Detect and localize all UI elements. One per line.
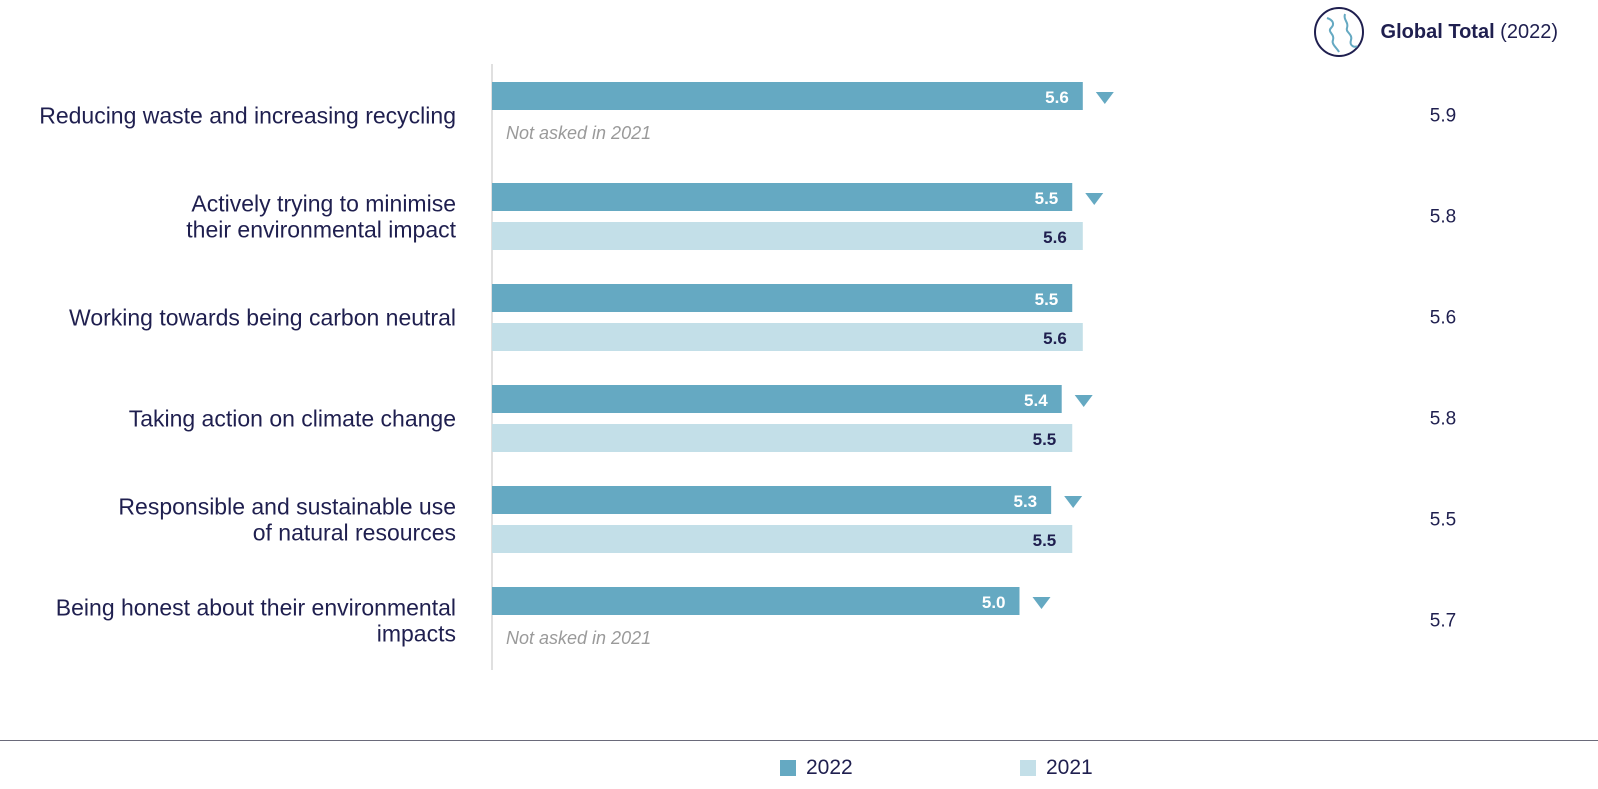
bar-value-2022: 5.4 xyxy=(1024,391,1048,410)
legend-item-2022: 2022 xyxy=(780,756,1020,780)
bar-2021 xyxy=(492,323,1083,351)
bar-value-2022: 5.6 xyxy=(1045,88,1069,107)
category-label: Taking action on climate change xyxy=(129,406,456,432)
category-label: Working towards being carbon neutral xyxy=(69,305,456,331)
legend: 2022 2021 xyxy=(780,756,1260,780)
decrease-arrow-icon xyxy=(1074,395,1093,407)
bar-2022 xyxy=(492,82,1083,110)
global-total-value: 5.7 xyxy=(1430,611,1456,632)
category-label-line: of natural resources xyxy=(253,520,456,546)
bar-2022 xyxy=(492,183,1073,211)
bar-value-2022: 5.5 xyxy=(1035,290,1059,309)
category-label-line: impacts xyxy=(377,621,456,647)
global-total-value: 5.5 xyxy=(1430,510,1456,531)
bar-2022 xyxy=(492,486,1052,514)
legend-item-2021: 2021 xyxy=(1020,756,1260,780)
decrease-arrow-icon xyxy=(1085,193,1104,205)
bar-2022 xyxy=(492,284,1073,312)
global-total-value: 5.8 xyxy=(1430,409,1456,430)
category-label-line: Actively trying to minimise xyxy=(191,191,456,217)
decrease-arrow-icon xyxy=(1032,597,1051,609)
bar-value-2022: 5.0 xyxy=(982,593,1006,612)
global-total-title: Global Total (2022) xyxy=(1380,20,1558,43)
bar-value-2021: 5.5 xyxy=(1033,531,1057,550)
global-total-header: Global Total (2022) xyxy=(1313,6,1558,58)
legend-label-2022: 2022 xyxy=(806,756,853,779)
category-label-line: Reducing waste and increasing recycling xyxy=(39,103,456,129)
legend-swatch-2021 xyxy=(1020,760,1036,776)
bar-value-2021: 5.6 xyxy=(1043,329,1067,348)
category-label-line: Responsible and sustainable use xyxy=(118,494,456,520)
bar-value-2022: 5.5 xyxy=(1035,189,1059,208)
bar-2021 xyxy=(492,525,1073,553)
not-asked-label: Not asked in 2021 xyxy=(506,123,651,143)
decrease-arrow-icon xyxy=(1095,92,1114,104)
bar-2022 xyxy=(492,587,1020,615)
bar-value-2022: 5.3 xyxy=(1014,492,1038,511)
bar-chart: Reducing waste and increasing recycling 5… xyxy=(39,64,1456,670)
decrease-arrow-icon xyxy=(1064,496,1083,508)
legend-swatch-2022 xyxy=(780,760,796,776)
category-label-line: Taking action on climate change xyxy=(129,406,456,432)
category-label-line: Working towards being carbon neutral xyxy=(69,305,456,331)
category-label: Being honest about their environmental im… xyxy=(56,595,456,647)
bar-2021 xyxy=(492,222,1083,250)
category-label-line: Being honest about their environmental xyxy=(56,595,456,621)
category-label: Responsible and sustainable use of natura… xyxy=(118,494,456,546)
divider xyxy=(0,740,1598,741)
category-label-line: their environmental impact xyxy=(186,217,456,243)
bar-value-2021: 5.6 xyxy=(1043,228,1067,247)
global-total-value: 5.9 xyxy=(1430,106,1456,127)
global-total-value: 5.6 xyxy=(1430,308,1456,329)
bar-2021 xyxy=(492,424,1073,452)
bar-value-2021: 5.5 xyxy=(1033,430,1057,449)
globe-icon xyxy=(1313,7,1364,57)
legend-label-2021: 2021 xyxy=(1046,756,1093,779)
global-total-value: 5.8 xyxy=(1430,207,1456,228)
category-label: Reducing waste and increasing recycling xyxy=(39,103,456,129)
bar-2022 xyxy=(492,385,1062,413)
not-asked-label: Not asked in 2021 xyxy=(506,628,651,648)
category-label: Actively trying to minimise their environ… xyxy=(186,191,456,243)
